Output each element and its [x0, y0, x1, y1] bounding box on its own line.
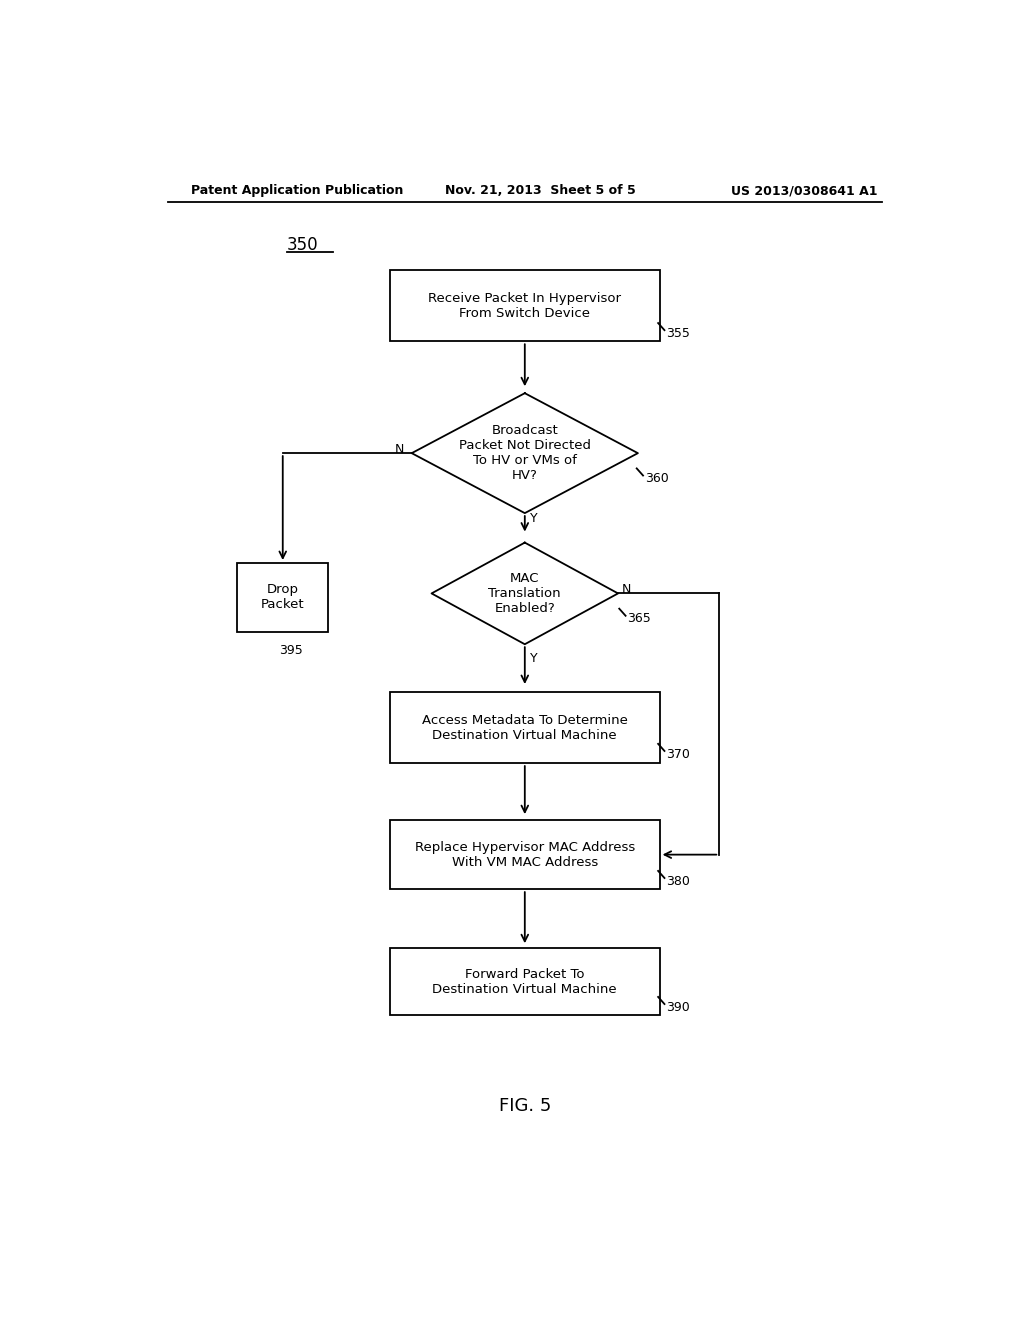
Text: 365: 365	[627, 612, 651, 626]
FancyBboxPatch shape	[390, 820, 659, 890]
Text: 355: 355	[666, 327, 690, 339]
Text: 390: 390	[666, 1001, 690, 1014]
Text: 370: 370	[666, 747, 690, 760]
Text: N: N	[395, 442, 404, 455]
Text: 395: 395	[279, 644, 302, 657]
Text: 360: 360	[645, 473, 669, 484]
Text: MAC
Translation
Enabled?: MAC Translation Enabled?	[488, 572, 561, 615]
FancyBboxPatch shape	[390, 948, 659, 1015]
Text: Access Metadata To Determine
Destination Virtual Machine: Access Metadata To Determine Destination…	[422, 714, 628, 742]
FancyBboxPatch shape	[238, 562, 329, 632]
Text: Y: Y	[529, 652, 538, 665]
Text: Nov. 21, 2013  Sheet 5 of 5: Nov. 21, 2013 Sheet 5 of 5	[445, 185, 636, 198]
FancyBboxPatch shape	[390, 271, 659, 342]
Text: Drop
Packet: Drop Packet	[261, 583, 304, 611]
Text: Y: Y	[529, 512, 538, 525]
Text: Forward Packet To
Destination Virtual Machine: Forward Packet To Destination Virtual Ma…	[432, 968, 617, 995]
Text: Broadcast
Packet Not Directed
To HV or VMs of
HV?: Broadcast Packet Not Directed To HV or V…	[459, 424, 591, 482]
Text: Patent Application Publication: Patent Application Publication	[191, 185, 403, 198]
Text: 380: 380	[666, 875, 690, 887]
Text: Replace Hypervisor MAC Address
With VM MAC Address: Replace Hypervisor MAC Address With VM M…	[415, 841, 635, 869]
Text: 350: 350	[287, 236, 318, 253]
Text: FIG. 5: FIG. 5	[499, 1097, 551, 1114]
Text: US 2013/0308641 A1: US 2013/0308641 A1	[731, 185, 878, 198]
Text: N: N	[622, 583, 631, 595]
FancyBboxPatch shape	[390, 692, 659, 763]
Text: Receive Packet In Hypervisor
From Switch Device: Receive Packet In Hypervisor From Switch…	[428, 292, 622, 319]
